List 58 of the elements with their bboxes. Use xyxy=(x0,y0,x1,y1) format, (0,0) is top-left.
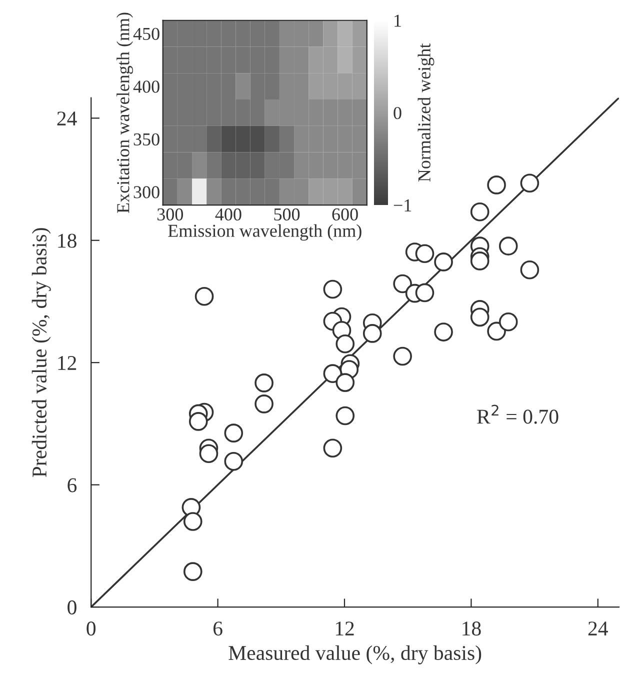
x-tick-label: 0 xyxy=(86,622,96,636)
point xyxy=(393,346,412,366)
point xyxy=(224,452,244,471)
y-tick-label: 450 xyxy=(133,28,160,40)
point xyxy=(498,236,518,256)
color-bar-label: 1 xyxy=(394,14,401,27)
x-axis-title: Measured value (%, dry basis) xyxy=(228,645,482,664)
y-tick-label: 0 xyxy=(68,600,76,614)
x-tick-label: 500 xyxy=(274,208,300,221)
point xyxy=(188,412,208,431)
point xyxy=(224,424,244,442)
x-tick-label: 300 xyxy=(157,208,184,221)
point xyxy=(487,322,506,341)
point xyxy=(199,444,218,464)
y-axis-title: Predicted value (%, dry basis) xyxy=(32,228,51,478)
point xyxy=(487,176,506,194)
color-bar-label: −1 xyxy=(394,199,412,212)
y-tick-label: 400 xyxy=(133,80,160,93)
y-tick-label: 24 xyxy=(57,112,77,126)
point xyxy=(434,322,453,342)
x-tick-label: 12 xyxy=(336,622,354,636)
point xyxy=(183,512,202,531)
point xyxy=(520,260,540,280)
point xyxy=(470,252,490,270)
point xyxy=(470,308,490,327)
point xyxy=(520,174,540,193)
point xyxy=(194,286,214,306)
point xyxy=(323,364,342,383)
point xyxy=(336,406,355,426)
point xyxy=(415,283,434,302)
point xyxy=(415,244,434,264)
point xyxy=(498,312,518,332)
point xyxy=(183,562,202,581)
point xyxy=(254,374,274,392)
point xyxy=(434,252,453,272)
x-tick-label: 6 xyxy=(213,622,222,636)
point xyxy=(470,202,490,222)
point xyxy=(254,394,274,414)
y-tick-label: 18 xyxy=(58,234,76,248)
annotation: R$^{2}$ = 0.70 xyxy=(477,404,558,424)
x-tick-label: 600 xyxy=(332,208,358,221)
point xyxy=(393,274,412,294)
color-bar-label: 0 xyxy=(394,106,402,120)
point xyxy=(336,334,355,354)
y-tick-label: 12 xyxy=(58,356,76,370)
y-tick-label: 6 xyxy=(68,478,77,492)
x-axis-title: Emission wavelength (nm) xyxy=(168,224,362,241)
point xyxy=(336,373,355,392)
x-tick-label: 24 xyxy=(588,622,608,636)
point xyxy=(323,280,342,299)
y-tick-label: 350 xyxy=(134,133,160,146)
color-bar-title: Normalized weight xyxy=(418,43,434,182)
x-tick-label: 18 xyxy=(462,622,481,636)
x-tick-label: 400 xyxy=(215,208,242,221)
y-tick-label: 300 xyxy=(134,186,160,198)
point xyxy=(362,324,382,343)
point xyxy=(323,438,342,458)
y-axis-title: Excitation wavelength (nm) xyxy=(116,12,134,213)
